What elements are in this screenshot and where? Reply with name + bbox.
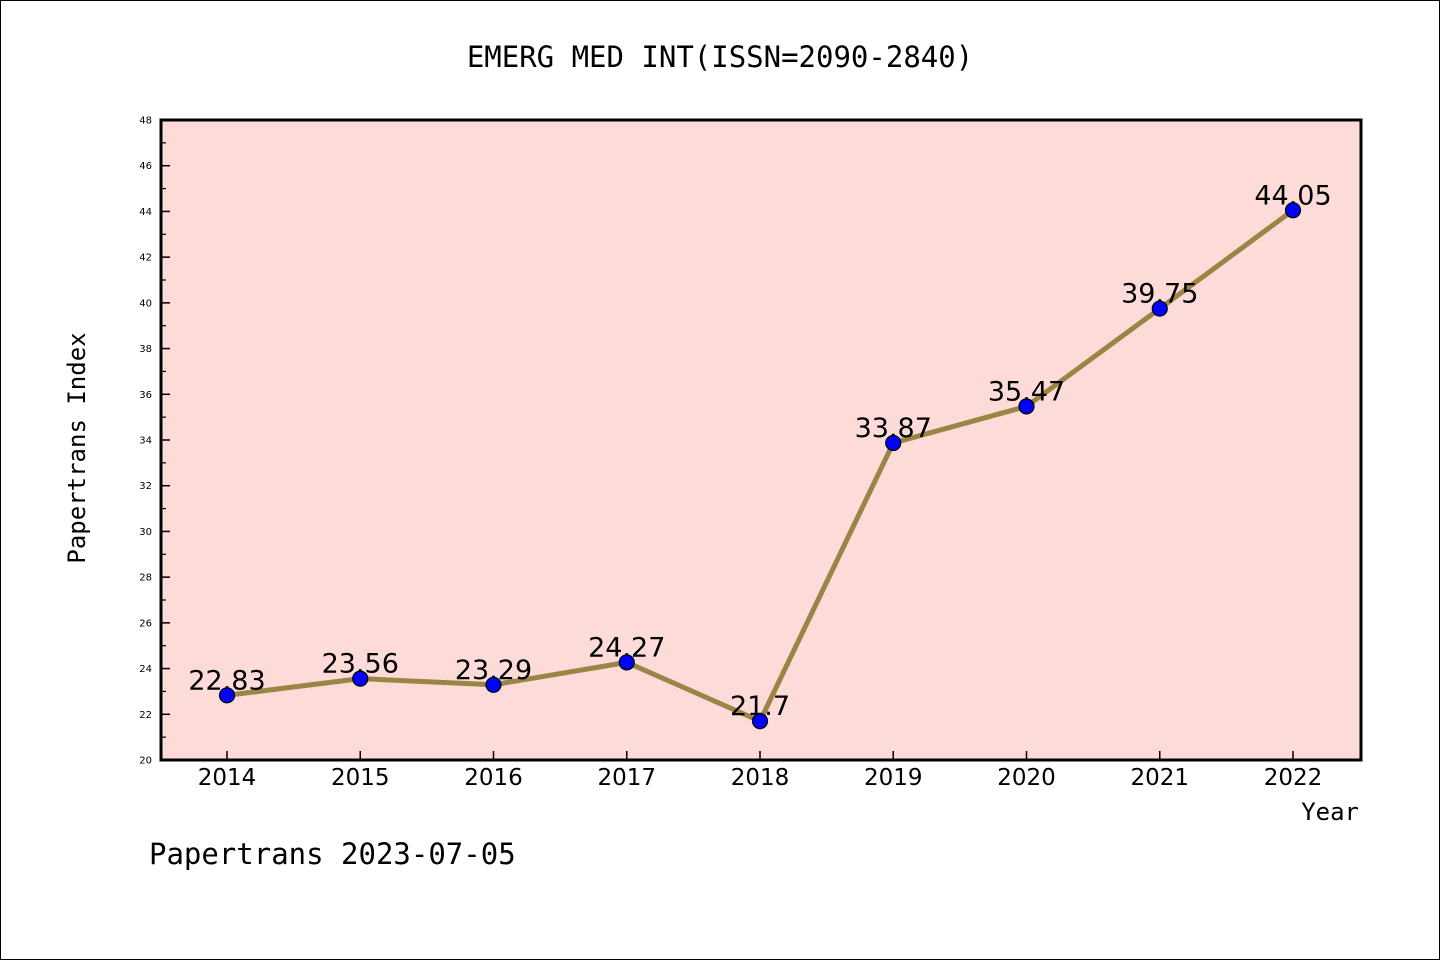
x-tick-label: 2022	[1264, 765, 1323, 791]
footer-date-stamp: Papertrans 2023-07-05	[149, 837, 516, 871]
plot-frame	[159, 118, 1363, 762]
y-axis-label: Papertrans Index	[63, 332, 91, 563]
data-point-marker	[352, 670, 369, 687]
y-tick-label: 30	[139, 527, 152, 538]
y-tick-label: 44	[139, 207, 152, 218]
data-point-marker	[218, 687, 236, 704]
y-tick-label: 42	[139, 253, 152, 264]
y-tick-label: 20	[139, 756, 152, 767]
data-point-marker	[885, 434, 902, 452]
plot-area	[161, 120, 1361, 760]
data-point-marker	[618, 654, 635, 671]
y-tick-label: 32	[139, 481, 152, 492]
x-tick-label: 2020	[997, 765, 1056, 791]
data-point-marker	[751, 713, 769, 730]
y-tick-label: 24	[139, 664, 152, 675]
data-point-marker	[1018, 398, 1035, 415]
data-markers	[218, 202, 1302, 730]
x-tick-label: 2017	[597, 765, 656, 791]
chart-title: EMERG MED INT(ISSN=2090-2840)	[467, 40, 973, 74]
y-tick-label: 34	[139, 436, 152, 447]
x-axis-ticks: 2014 2015 2016 2017 2018 2019 2020 2021 2022	[198, 751, 1323, 791]
y-tick-label: 26	[139, 618, 152, 629]
x-tick-label: 2015	[331, 765, 390, 791]
y-tick-label: 46	[139, 161, 152, 172]
data-point-marker	[485, 676, 502, 693]
y-tick-label: 28	[139, 573, 152, 584]
x-tick-label: 2018	[731, 765, 790, 791]
y-tick-label: 40	[139, 298, 152, 309]
y-tick-label: 36	[139, 390, 152, 401]
y-tick-label: 38	[139, 344, 152, 355]
y-tick-label: 22	[139, 710, 152, 721]
x-tick-label: 2021	[1130, 765, 1189, 791]
x-tick-label: 2014	[198, 765, 257, 791]
x-tick-label: 2016	[464, 765, 523, 791]
data-point-marker	[1284, 202, 1302, 219]
y-tick-label: 48	[139, 116, 152, 127]
x-axis-label: Year	[1301, 798, 1359, 826]
data-point-marker	[1151, 300, 1168, 317]
x-tick-label: 2019	[864, 765, 923, 791]
